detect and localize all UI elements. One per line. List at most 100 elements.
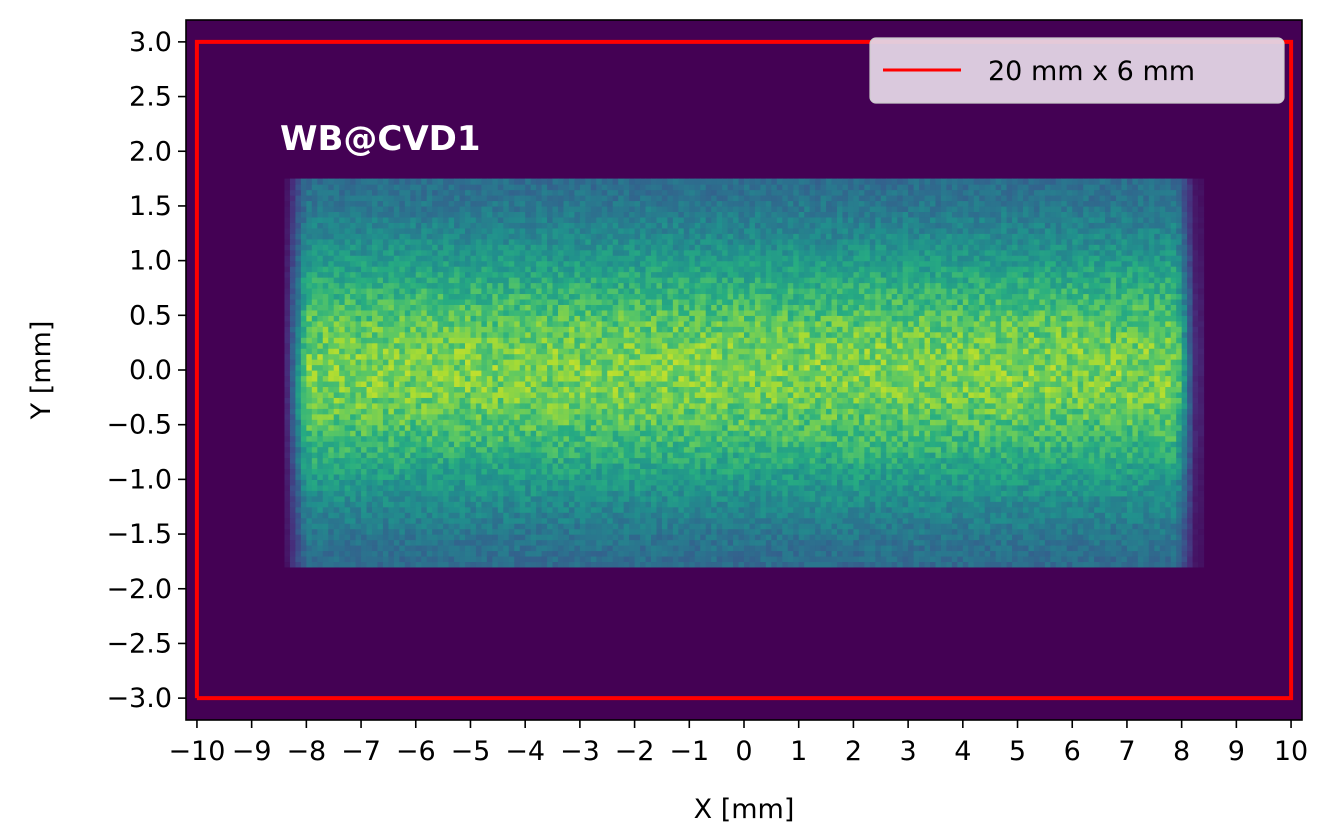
heatmap-cell [547, 479, 553, 485]
heatmap-cell [832, 501, 838, 507]
heatmap-cell [629, 479, 635, 485]
heatmap-cell [711, 507, 717, 513]
heatmap-cell [1012, 512, 1018, 518]
heatmap-cell [367, 529, 373, 535]
heatmap-cell [908, 474, 914, 480]
heatmap-cell [870, 414, 876, 420]
heatmap-cell [1034, 523, 1040, 529]
heatmap-cell [979, 523, 985, 529]
heatmap-cell [640, 463, 646, 469]
heatmap-cell [301, 529, 307, 535]
heatmap-cell [717, 485, 723, 491]
heatmap-cell [744, 496, 750, 502]
heatmap-cell [1061, 529, 1067, 535]
heatmap-cell [1154, 512, 1160, 518]
heatmap-cell [372, 512, 378, 518]
heatmap-cell [640, 436, 646, 442]
heatmap-cell [990, 436, 996, 442]
heatmap-cell [580, 534, 586, 540]
heatmap-cell [1116, 556, 1122, 562]
heatmap-cell [492, 479, 498, 485]
heatmap-cell [432, 523, 438, 529]
heatmap-cell [875, 561, 881, 567]
heatmap-cell [525, 507, 531, 513]
heatmap-cell [1012, 507, 1018, 513]
heatmap-cell [1176, 425, 1182, 431]
heatmap-cell [700, 534, 706, 540]
heatmap-cell [881, 403, 887, 409]
heatmap-cell [1089, 458, 1095, 464]
heatmap-cell [673, 403, 679, 409]
heatmap-cell [996, 425, 1002, 431]
heatmap-cell [553, 425, 559, 431]
heatmap-cell [1039, 561, 1045, 567]
heatmap-cell [717, 556, 723, 562]
heatmap-cell [367, 518, 373, 524]
heatmap-cell [1028, 419, 1034, 425]
heatmap-cell [875, 490, 881, 496]
heatmap-cell [689, 458, 695, 464]
heatmap-cell [1160, 518, 1166, 524]
heatmap-cell [1056, 479, 1062, 485]
heatmap-cell [443, 408, 449, 414]
heatmap-cell [1039, 479, 1045, 485]
heatmap-cell [460, 408, 466, 414]
heatmap-cell [886, 561, 892, 567]
heatmap-cell [1018, 556, 1024, 562]
heatmap-cell [1116, 485, 1122, 491]
heatmap-cell [487, 523, 493, 529]
heatmap-cell [284, 468, 290, 474]
heatmap-cell [536, 458, 542, 464]
heatmap-cell [804, 419, 810, 425]
heatmap-cell [525, 496, 531, 502]
heatmap-cell [875, 534, 881, 540]
heatmap-cell [886, 468, 892, 474]
heatmap-cell [454, 490, 460, 496]
heatmap-cell [1193, 485, 1199, 491]
heatmap-cell [377, 474, 383, 480]
heatmap-cell [837, 518, 843, 524]
heatmap-cell [377, 490, 383, 496]
heatmap-cell [574, 550, 580, 556]
heatmap-cell [766, 430, 772, 436]
heatmap-cell [470, 496, 476, 502]
heatmap-cell [399, 408, 405, 414]
heatmap-cell [388, 561, 394, 567]
heatmap-cell [1089, 523, 1095, 529]
heatmap-cell [1187, 545, 1193, 551]
heatmap-cell [919, 507, 925, 513]
heatmap-cell [651, 414, 657, 420]
heatmap-cell [613, 523, 619, 529]
heatmap-cell [881, 479, 887, 485]
heatmap-cell [777, 479, 783, 485]
heatmap-cell [793, 414, 799, 420]
heatmap-cell [744, 468, 750, 474]
heatmap-cell [290, 447, 296, 453]
heatmap-cell [629, 452, 635, 458]
heatmap-cell [848, 452, 854, 458]
heatmap-cell [531, 512, 537, 518]
heatmap-cell [886, 534, 892, 540]
heatmap-cell [339, 556, 345, 562]
heatmap-cell [832, 458, 838, 464]
heatmap-cell [542, 534, 548, 540]
heatmap-cell [465, 468, 471, 474]
heatmap-cell [443, 518, 449, 524]
heatmap-cell [684, 430, 690, 436]
heatmap-cell [777, 496, 783, 502]
heatmap-cell [1083, 441, 1089, 447]
heatmap-cell [531, 485, 537, 491]
heatmap-cell [651, 534, 657, 540]
heatmap-cell [1039, 408, 1045, 414]
heatmap-cell [1111, 507, 1117, 513]
heatmap-cell [618, 408, 624, 414]
heatmap-cell [312, 507, 318, 513]
heatmap-cell [722, 425, 728, 431]
heatmap-cell [1143, 458, 1149, 464]
heatmap-cell [470, 545, 476, 551]
heatmap-cell [284, 425, 290, 431]
heatmap-cell [1127, 485, 1133, 491]
heatmap-cell [777, 408, 783, 414]
heatmap-cell [739, 463, 745, 469]
heatmap-cell [662, 507, 668, 513]
